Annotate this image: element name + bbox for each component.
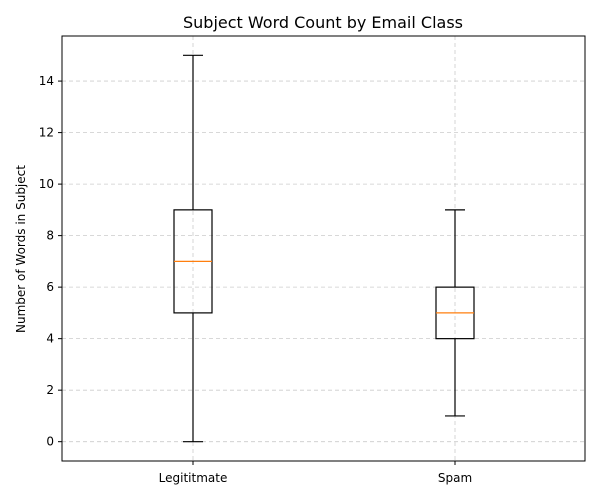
y-axis-label: Number of Words in Subject <box>14 165 28 333</box>
y-tick-label: 2 <box>46 383 54 397</box>
y-tick-label: 8 <box>46 229 54 243</box>
chart-title: Subject Word Count by Email Class <box>183 13 463 32</box>
y-tick-label: 12 <box>39 126 54 140</box>
y-tick-label: 6 <box>46 280 54 294</box>
y-tick-label: 0 <box>46 435 54 449</box>
y-tick-label: 14 <box>39 74 54 88</box>
y-tick-label: 4 <box>46 332 54 346</box>
y-tick-label: 10 <box>39 177 54 191</box>
grid <box>62 36 585 461</box>
x-tick-label: Legititmate <box>159 471 228 485</box>
axes: 0 2 4 6 8 10 12 14 Legititmate Spam <box>39 74 472 485</box>
plot-frame <box>61 35 586 462</box>
box-plots <box>173 54 475 443</box>
x-tick-label: Spam <box>438 471 472 485</box>
box-plot-spam <box>435 209 475 417</box>
box-plot-legititmate <box>173 54 213 443</box>
